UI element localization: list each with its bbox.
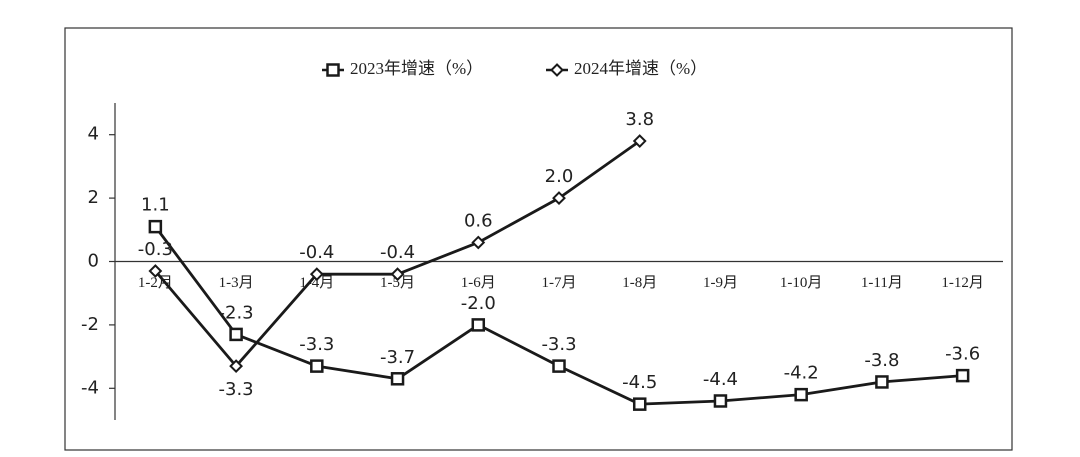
y-tick-label: 4 xyxy=(88,124,99,145)
data-label: -3.6 xyxy=(945,344,980,365)
data-label: -0.4 xyxy=(380,242,415,263)
point xyxy=(632,397,647,411)
series-line xyxy=(154,225,963,406)
x-tick-label: 1-7月 xyxy=(542,275,577,291)
x-tick-label: 1-3月 xyxy=(219,275,254,291)
legend-label: 2024年增速（%） xyxy=(574,59,707,78)
data-label: -3.7 xyxy=(380,347,415,368)
data-label: -3.3 xyxy=(219,379,254,400)
x-tick-label: 1-5月 xyxy=(380,275,415,291)
point xyxy=(955,368,970,383)
legend-marker xyxy=(550,63,564,77)
data-label: -0.4 xyxy=(299,242,334,263)
x-tick-label: 1-8月 xyxy=(622,275,657,291)
data-label: -4.5 xyxy=(622,372,657,393)
point xyxy=(713,394,728,408)
legend-label: 2023年增速（%） xyxy=(350,59,483,78)
x-tick-label: 1-4月 xyxy=(299,275,334,291)
data-label: -0.3 xyxy=(138,239,173,260)
point xyxy=(390,267,405,282)
point xyxy=(229,327,243,342)
data-label: 3.8 xyxy=(625,109,654,130)
x-tick-label: 1-10月 xyxy=(780,275,823,291)
x-tick-label: 1-2月 xyxy=(138,275,173,291)
point xyxy=(229,359,244,374)
x-tick-label: 1-11月 xyxy=(861,275,903,291)
x-tick-label: 1-9月 xyxy=(703,275,738,291)
x-tick-label: 1-6月 xyxy=(461,275,496,291)
chart-frame xyxy=(64,27,1013,451)
data-label: -3.8 xyxy=(864,350,899,371)
point xyxy=(390,372,405,386)
y-tick-label: 0 xyxy=(88,251,99,272)
data-label: -2.3 xyxy=(219,302,254,323)
y-tick-label: -2 xyxy=(81,314,99,335)
y-tick-label: 2 xyxy=(88,187,99,208)
data-label: -3.3 xyxy=(299,334,334,355)
x-tick-label: 1-12月 xyxy=(941,275,984,291)
data-label: -2.0 xyxy=(461,293,496,314)
point xyxy=(875,375,889,389)
point xyxy=(148,219,163,234)
point xyxy=(309,267,324,282)
data-label: -3.3 xyxy=(541,334,576,355)
point xyxy=(552,359,566,373)
point xyxy=(310,359,324,373)
data-label: 0.6 xyxy=(464,210,493,231)
y-tick-label: -4 xyxy=(81,377,99,398)
point xyxy=(632,134,647,148)
point xyxy=(148,264,163,278)
data-label: 1.1 xyxy=(141,195,170,216)
point xyxy=(471,235,486,250)
point xyxy=(794,387,808,402)
data-label: 2.0 xyxy=(545,166,574,187)
data-label: -4.4 xyxy=(703,369,738,390)
point xyxy=(552,191,566,206)
legend-marker xyxy=(326,63,340,77)
point xyxy=(471,318,486,332)
data-label: -4.2 xyxy=(784,363,819,384)
